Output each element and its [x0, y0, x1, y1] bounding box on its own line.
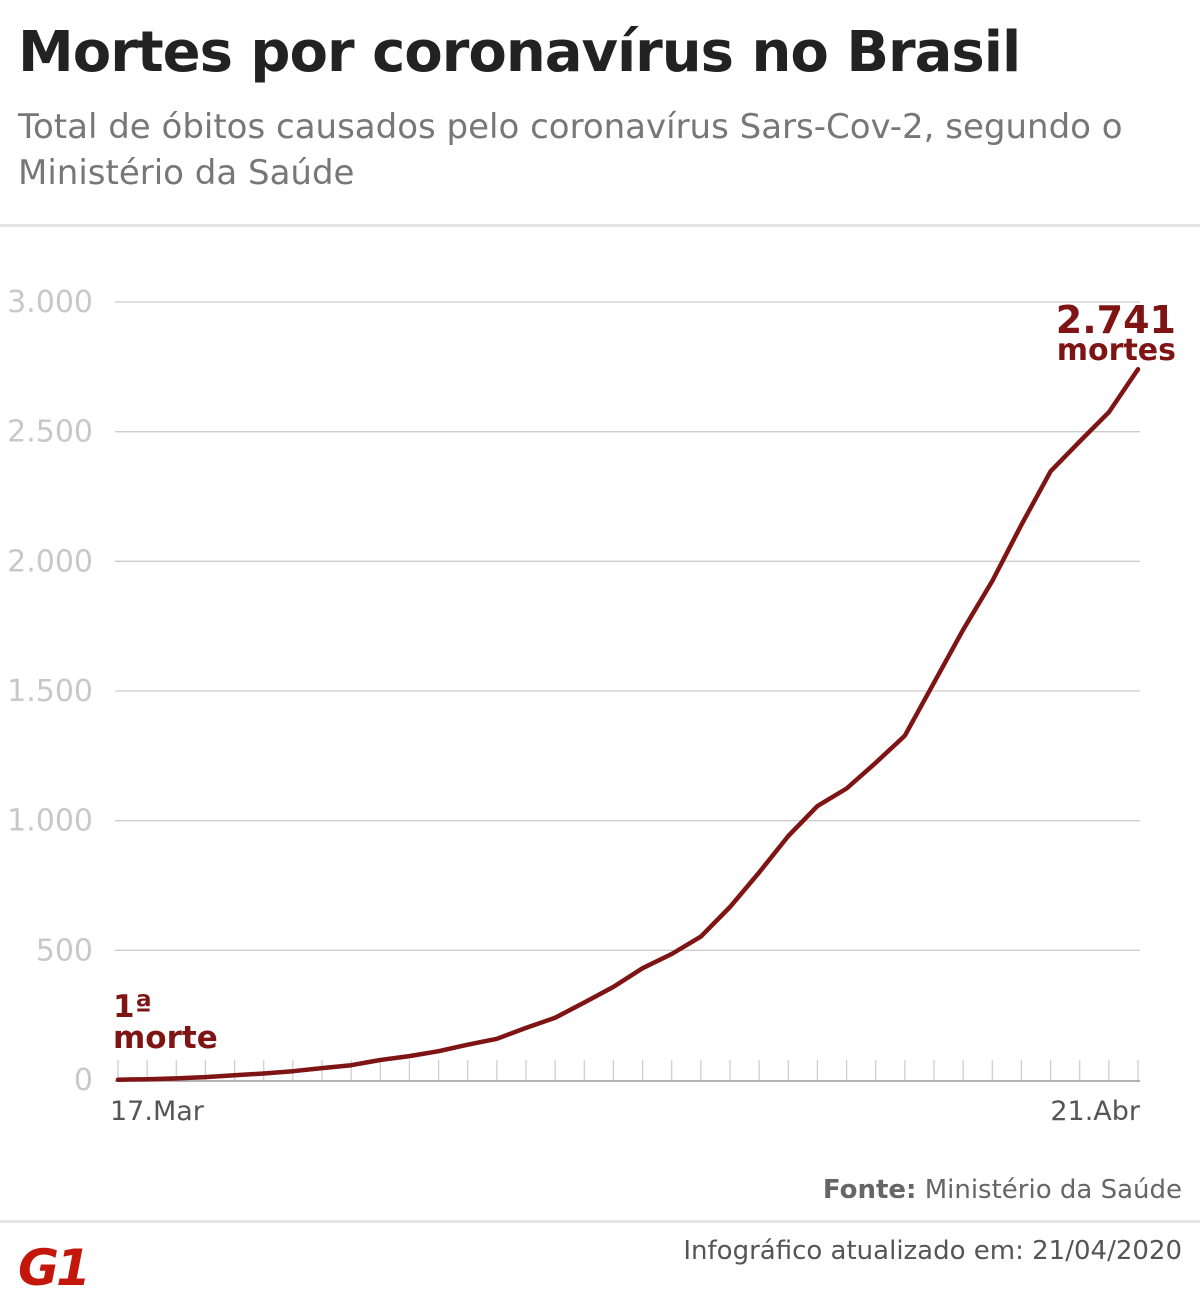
y-tick-label: 2.000 [7, 544, 93, 579]
logo-text: G1 [18, 1243, 88, 1289]
y-tick-label: 2.500 [7, 415, 93, 450]
series-layer [115, 366, 1141, 1082]
source-label: Fonte: [822, 1175, 917, 1205]
y-tick-label: 1.000 [7, 804, 93, 839]
first-death-annotation: morte [113, 1020, 218, 1056]
g1-logo: G1 [18, 1243, 90, 1289]
chart-subtitle: Total de óbitos causados pelo coronavíru… [18, 107, 1123, 193]
source-note: Fonte: Ministério da Saúde [823, 1175, 1182, 1205]
grid-lines [115, 301, 1140, 951]
y-tick-label: 0 [74, 1063, 93, 1098]
x-tick-label: 17.Mar [110, 1096, 205, 1127]
line-chart: 0 500 1.000 1.500 2.000 2.500 3.000 17.Mar 21.A… [7, 285, 1176, 1127]
deaths-series-line [115, 366, 1141, 1082]
source-value: Ministério da Saúde [924, 1175, 1182, 1205]
y-tick-label: 1.500 [7, 674, 93, 709]
header-divider [0, 224, 1200, 227]
y-tick-label: 500 [36, 933, 93, 968]
y-tick-label: 3.000 [7, 285, 93, 320]
x-tick-label: 21.Abr [1050, 1096, 1141, 1127]
last-value-annotation: 2.741 [1056, 298, 1176, 342]
y-axis-labels: 0 500 1.000 1.500 2.000 2.500 3.000 [7, 285, 93, 1098]
updated-note: Infográfico atualizado em: 21/04/2020 [683, 1236, 1182, 1266]
first-death-annotation: 1ª [113, 989, 152, 1025]
chart-title: Mortes por coronavírus no Brasil [18, 20, 1021, 85]
footer-divider [0, 1220, 1200, 1223]
x-axis: 17.Mar 21.Abr [110, 1060, 1141, 1127]
last-value-annotation: mortes [1057, 333, 1176, 368]
